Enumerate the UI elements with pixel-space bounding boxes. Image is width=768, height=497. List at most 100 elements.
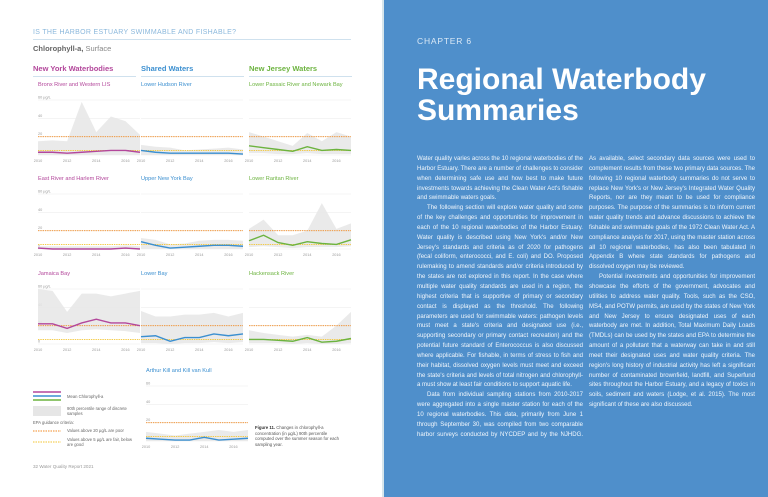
column-heading-shared: Shared Waters [141, 64, 244, 77]
mean-line [145, 436, 249, 441]
x-tick-label: 2014 [195, 348, 203, 352]
chart-panel-title: Bronx River and Western LIS [38, 82, 111, 88]
x-tick-label: 2012 [171, 445, 179, 449]
x-tick-label: 2014 [92, 253, 100, 257]
x-tick-label: 2016 [229, 445, 237, 449]
chart-plot: 2010 2012 2014 2016 [137, 99, 244, 163]
x-tick-label: 2010 [142, 445, 150, 449]
mean-line [248, 145, 352, 153]
column-heading-new-jersey: New Jersey Waters [249, 64, 352, 77]
legend-mean-label: Mean Chlorophyll-a [67, 393, 104, 399]
percentile-range-band [249, 203, 351, 249]
y-tick-label: 60 µg/L [38, 190, 51, 194]
chart-panel: East River and Harlem River0204060 µg/L2… [33, 176, 145, 261]
chart-panel-title: Lower Passaic River and Newark Bay [249, 82, 343, 88]
figure-subtitle: Chlorophyll-a, Surface [33, 44, 111, 53]
legend-mean-swatch [33, 391, 61, 401]
x-tick-label: 2010 [34, 253, 42, 257]
mean-line [249, 336, 352, 343]
x-tick-label: 2016 [121, 159, 129, 163]
percentile-range-band [38, 289, 140, 333]
x-tick-label: 2014 [200, 445, 208, 449]
y-tick-label: 60 µg/L [38, 285, 51, 289]
y-tick-label: 60 [146, 382, 150, 386]
chart-panel: Lower Passaic River and Newark Bay 2010 20… [244, 82, 356, 167]
legend-poor: Values above 20 µg/L are poor [33, 428, 133, 433]
paragraph: The following section will explore water… [417, 205, 583, 389]
x-tick-label: 2010 [245, 253, 253, 257]
x-tick-label: 2012 [274, 348, 282, 352]
page-footer: 32 Water Quality Report 2021 [33, 464, 94, 469]
chapter-title: Regional Waterbody Summaries [417, 63, 706, 127]
subtitle-parameter: Chlorophyll-a, [33, 44, 84, 53]
legend-fair-swatch [33, 441, 61, 443]
legend-criteria-heading: EPA guidance criteria: [33, 420, 74, 425]
chart-panel: Hackensack River 2010 2012 2014 2016 [244, 271, 356, 356]
x-tick-label: 2016 [224, 348, 232, 352]
mean-line [140, 333, 244, 342]
left-page: IS THE HARBOR ESTUARY SWIMMABLE AND FISH… [33, 0, 384, 497]
y-tick-label: 20 [146, 418, 150, 422]
subtitle-depth: Surface [83, 44, 112, 53]
percentile-range-band [146, 430, 248, 441]
y-tick-label: 40 [38, 208, 42, 212]
paragraph: Water quality varies across the 10 regio… [417, 156, 583, 202]
x-tick-label: 2016 [224, 253, 232, 257]
x-tick-label: 2012 [63, 253, 71, 257]
x-tick-label: 2016 [121, 348, 129, 352]
x-tick-label: 2010 [245, 348, 253, 352]
percentile-range-band [38, 101, 140, 155]
mean-line [140, 240, 244, 249]
mean-line [38, 149, 141, 154]
chart-panel: Upper New York Bay 2010 2012 2014 2016 [136, 176, 248, 261]
x-tick-label: 2012 [166, 348, 174, 352]
legend-range-label: 90th percentile range of discrete sample… [67, 406, 127, 416]
column-heading-new-york: New York Waterbodies [33, 64, 136, 77]
percentile-range-band [141, 311, 243, 344]
legend-fair-label: Values above 5 µg/L are fair, below are … [67, 437, 133, 447]
legend-range: 90th percentile range of discrete sample… [33, 406, 133, 416]
mean-line [38, 318, 141, 330]
chart-legend: Mean Chlorophyll-a 90th percentile range… [33, 390, 133, 451]
legend-range-swatch [33, 406, 61, 416]
x-tick-label: 2014 [303, 253, 311, 257]
chart-panel-title: Arthur Kill and Kill van Kull [146, 368, 212, 374]
chart-panel-title: Lower Raritan River [249, 176, 299, 182]
chart-plot: 2010 2012 2014 2016 [137, 193, 244, 257]
mean-line [248, 234, 352, 247]
y-tick-label: 40 [38, 114, 42, 118]
chart-plot: 2010 2012 2014 2016 [245, 193, 352, 257]
x-tick-label: 2014 [195, 253, 203, 257]
x-tick-label: 2016 [332, 348, 340, 352]
chart-plot: 2010 2012 2014 2016 [245, 288, 352, 352]
chart-plot: 2010 2012 2014 2016 [245, 99, 352, 163]
chart-panel: Lower Hudson River 2010 2012 2014 2016 [136, 82, 248, 167]
figure-caption: Figure 11. Changes in chlorophyll-a conc… [255, 425, 343, 447]
mean-line [37, 247, 141, 250]
percentile-range-band [141, 238, 243, 249]
x-tick-label: 2010 [34, 159, 42, 163]
y-tick-label: 20 [38, 132, 42, 136]
right-page: CHAPTER 6 Regional Waterbody Summaries W… [384, 0, 768, 497]
mean-line [140, 149, 244, 155]
x-tick-label: 2012 [63, 159, 71, 163]
x-tick-label: 2010 [137, 159, 145, 163]
chart-panel: Bronx River and Western LIS0204060 µg/L2… [33, 82, 145, 167]
figure-number: Figure 11. [255, 425, 276, 430]
chart-panel-title: Jamaica Bay [38, 271, 71, 277]
x-tick-label: 2014 [195, 159, 203, 163]
x-tick-label: 2010 [137, 348, 145, 352]
x-tick-label: 2014 [303, 348, 311, 352]
legend-mean: Mean Chlorophyll-a [33, 390, 133, 402]
chapter-label: CHAPTER 6 [417, 36, 472, 46]
y-tick-label: 0 [38, 340, 40, 344]
x-tick-label: 2012 [274, 253, 282, 257]
x-tick-label: 2016 [224, 159, 232, 163]
x-tick-label: 2016 [332, 159, 340, 163]
y-tick-label: 20 [38, 226, 42, 230]
chart-panel-title: Lower Bay [141, 271, 168, 277]
